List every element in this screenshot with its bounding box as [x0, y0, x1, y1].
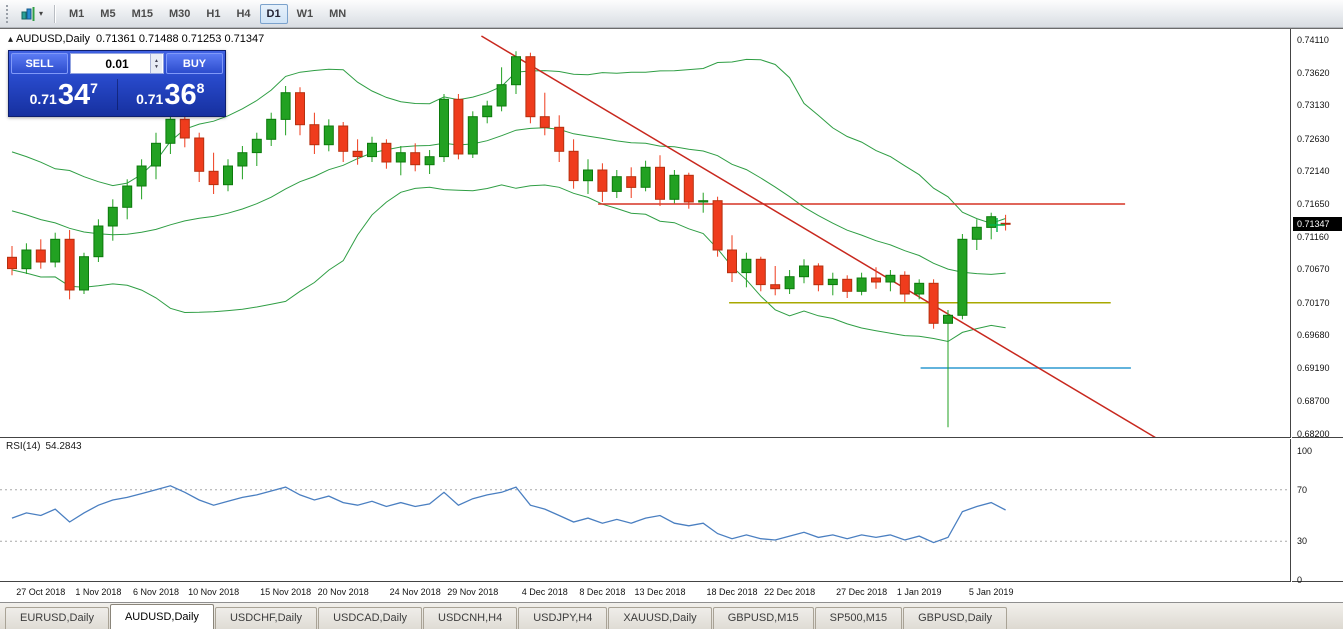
chart-templates-button[interactable]: ▾	[16, 3, 48, 25]
rsi-level-tick: 0	[1297, 575, 1303, 585]
date-label: 15 Nov 2018	[260, 587, 312, 597]
tab-usdchf-daily[interactable]: USDCHF,Daily	[214, 607, 318, 629]
chart-templates-icon	[21, 6, 35, 21]
date-label: 10 Nov 2018	[188, 587, 240, 597]
sell-button[interactable]: SELL	[11, 53, 68, 74]
tab-xauusd-daily[interactable]: XAUUSD,Daily	[608, 607, 712, 629]
timeframe-button-w1[interactable]: W1	[290, 4, 321, 24]
buy-button[interactable]: BUY	[166, 53, 223, 74]
rsi-level-tick: 100	[1297, 446, 1313, 456]
lot-size-field[interactable]: 0.01 ▲ ▼	[70, 53, 164, 74]
candlestick-canvas	[7, 35, 1156, 437]
price-tick: 0.70670	[1297, 264, 1330, 275]
price-tick: 0.68200	[1297, 429, 1330, 439]
rsi-name: RSI(14)	[6, 441, 41, 452]
price-chart[interactable]: ▴ AUDUSD,Daily 0.71361 0.71488 0.71253 0.7…	[0, 29, 1291, 438]
date-label: 27 Oct 2018	[16, 587, 66, 597]
sell-price[interactable]: 0.71 34 7	[11, 78, 118, 111]
rsi-axis[interactable]: 100 70 30 0	[1292, 439, 1343, 585]
date-label: 24 Nov 2018	[389, 587, 441, 597]
trade-panel-controls: SELL 0.01 ▲ ▼ BUY	[11, 53, 223, 74]
tab-usdcnh-h4[interactable]: USDCNH,H4	[423, 607, 518, 629]
timeframe-toolbar: ▾ M1 M5 M15 M30 H1 H4 D1 W1 MN	[0, 0, 1343, 28]
timeframe-button-m5[interactable]: M5	[93, 4, 122, 24]
tab-gbpusd-m15[interactable]: GBPUSD,M15	[712, 607, 814, 629]
trade-panel-prices: 0.71 34 7 0.71 36 8	[11, 74, 223, 114]
price-tick: 0.73620	[1297, 67, 1330, 78]
date-label: 1 Nov 2018	[75, 587, 122, 597]
current-price-badge: 0.71347	[1293, 217, 1342, 232]
tab-sp500-m15[interactable]: SP500,M15	[814, 607, 903, 629]
lot-size-value: 0.01	[105, 56, 129, 71]
stepper-up-icon[interactable]: ▲	[154, 57, 159, 64]
date-label: 20 Nov 2018	[317, 587, 369, 597]
date-label: 5 Jan 2019	[968, 587, 1014, 597]
date-label: 8 Dec 2018	[579, 587, 626, 597]
timeframe-buttons-group: M1 M5 M15 M30 H1 H4 D1 W1 MN	[61, 3, 354, 24]
timeframe-button-m1[interactable]: M1	[62, 4, 91, 24]
date-label: 27 Dec 2018	[836, 587, 888, 597]
rsi-indicator-label: RSI(14) 54.2843	[6, 441, 82, 452]
timeframe-button-m30[interactable]: M30	[162, 4, 197, 24]
timeframe-button-m15[interactable]: M15	[125, 4, 160, 24]
rsi-value: 54.2843	[45, 441, 82, 452]
sell-price-pipette: 7	[90, 79, 98, 96]
timeframe-button-d1[interactable]: D1	[259, 3, 288, 24]
date-label: 22 Dec 2018	[764, 587, 816, 597]
dropdown-caret-icon: ▾	[39, 9, 44, 18]
buy-price-prefix: 0.71	[136, 90, 164, 107]
chart-symbol-title: AUDUSD,Daily	[16, 33, 90, 45]
buy-price[interactable]: 0.71 36 8	[118, 79, 224, 110]
buy-price-big: 36	[164, 78, 197, 111]
tab-gbpusd-daily[interactable]: GBPUSD,Daily	[903, 607, 1008, 629]
chart-region: ▴ AUDUSD,Daily 0.71361 0.71488 0.71253 0.7…	[0, 28, 1343, 603]
sell-price-big: 34	[57, 78, 91, 111]
timeframe-button-h4[interactable]: H4	[229, 4, 257, 24]
tab-usdcad-daily[interactable]: USDCAD,Daily	[318, 607, 423, 629]
tab-audusd-daily[interactable]: AUDUSD,Daily	[109, 604, 214, 629]
price-tick: 0.68700	[1297, 395, 1330, 406]
date-label: 6 Nov 2018	[132, 587, 180, 597]
chart-ohlc-values: 0.71361 0.71488 0.71253 0.71347	[96, 33, 265, 45]
toolbar-separator	[54, 4, 56, 23]
chart-tab-bar: EURUSD,Daily AUDUSD,Daily USDCHF,Daily USDC…	[0, 602, 1343, 629]
price-tick: 0.69680	[1297, 330, 1330, 341]
price-tick: 0.73130	[1297, 100, 1330, 111]
one-click-trading-panel: SELL 0.01 ▲ ▼ BUY 0.71 34 7 0	[8, 50, 226, 117]
lot-stepper[interactable]: ▲ ▼	[150, 54, 162, 73]
rsi-panel[interactable]: RSI(14) 54.2843	[0, 439, 1291, 582]
price-tick: 0.74110	[1297, 35, 1329, 45]
one-click-collapse-icon[interactable]: ▴	[8, 34, 14, 45]
tab-eurusd-daily[interactable]: EURUSD,Daily	[5, 607, 109, 629]
buy-price-pipette: 8	[196, 79, 205, 96]
stepper-down-icon[interactable]: ▼	[154, 63, 159, 70]
price-tick: 0.71650	[1297, 199, 1330, 209]
date-axis[interactable]: 27 Oct 2018 1 Nov 2018 6 Nov 2018 10 Nov 20…	[0, 583, 1343, 603]
price-tick: 0.72140	[1297, 166, 1330, 177]
price-tick: 0.70170	[1297, 297, 1330, 308]
rsi-canvas	[0, 485, 1290, 544]
price-axis[interactable]: 0.74110 0.73620 0.73130 0.72630 0.72140 0.716…	[1292, 29, 1343, 439]
rsi-level-tick: 70	[1297, 484, 1308, 495]
timeframe-button-mn[interactable]: MN	[322, 4, 353, 24]
timeframe-button-h1[interactable]: H1	[199, 4, 227, 24]
price-tick: 0.69190	[1297, 363, 1330, 373]
price-tick: 0.71160	[1297, 231, 1329, 242]
date-label: 29 Nov 2018	[447, 587, 499, 597]
date-label: 13 Dec 2018	[634, 587, 686, 597]
date-label: 4 Dec 2018	[521, 587, 568, 597]
rsi-level-tick: 30	[1297, 536, 1308, 547]
toolbar-grip[interactable]	[6, 4, 11, 23]
date-label: 1 Jan 2019	[896, 587, 942, 597]
sell-price-prefix: 0.71	[29, 90, 57, 107]
tab-usdjpy-h4[interactable]: USDJPY,H4	[518, 607, 608, 629]
price-tick: 0.72630	[1297, 133, 1330, 144]
date-label: 18 Dec 2018	[706, 587, 758, 597]
chart-title: ▴ AUDUSD,Daily 0.71361 0.71488 0.71253 0.7…	[8, 33, 264, 45]
